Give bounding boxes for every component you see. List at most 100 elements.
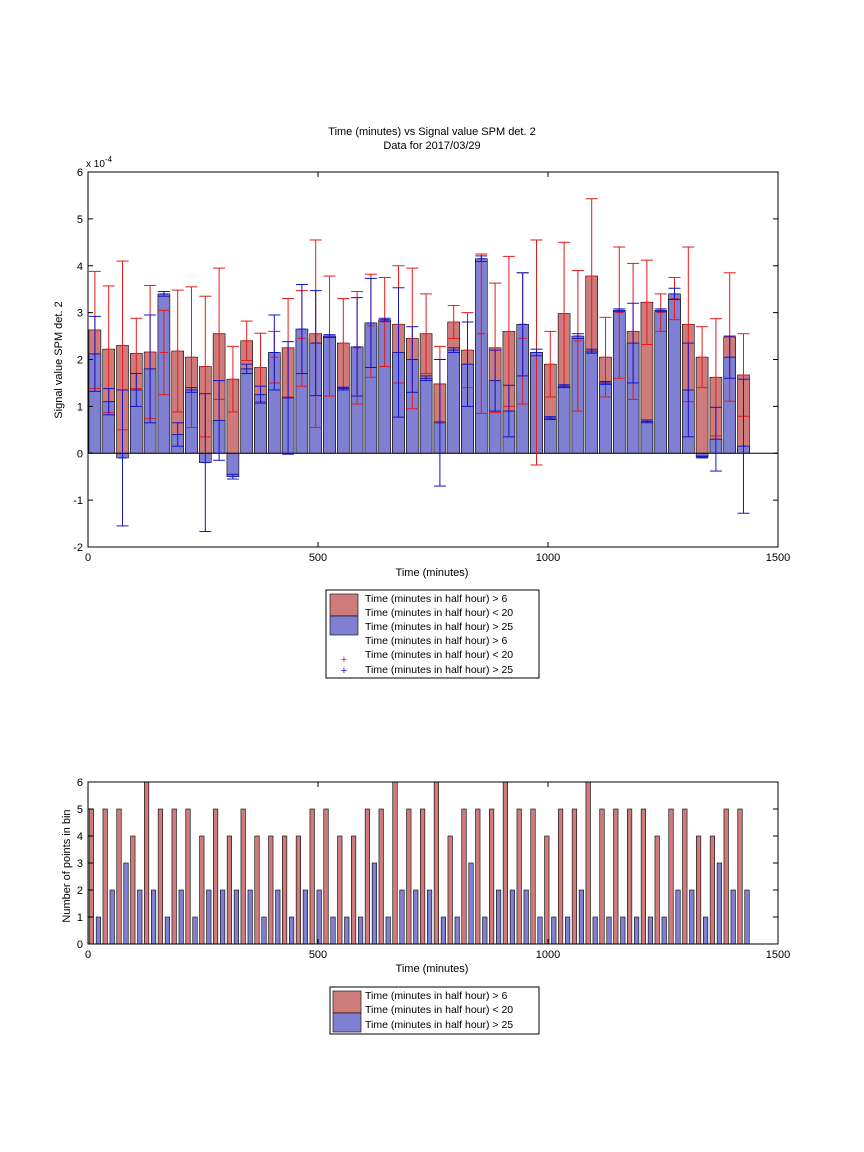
hist-bar-red xyxy=(682,808,688,945)
y-tick-label: 1 xyxy=(77,912,83,924)
y-tick-label: 3 xyxy=(77,858,83,870)
hist-bar-red xyxy=(613,808,619,945)
hist-bar-red xyxy=(309,808,315,945)
legend-marker-blue: + xyxy=(341,665,347,677)
hist-bar-red xyxy=(406,808,412,945)
y-tick-label: 5 xyxy=(77,214,83,226)
error-bar-blue xyxy=(351,297,364,397)
y-tick-label: 5 xyxy=(77,804,83,816)
error-bar-blue xyxy=(709,406,722,472)
bar-blue xyxy=(419,377,433,454)
hist-bar-red xyxy=(378,808,384,945)
hist-bar-red xyxy=(544,835,550,945)
x-tick-label: 1500 xyxy=(766,552,790,564)
hist-bar-blue xyxy=(427,889,433,945)
hist-bar-red xyxy=(364,808,370,945)
error-bar-red xyxy=(157,309,170,396)
hist-bar-blue xyxy=(730,889,736,945)
error-bar-red xyxy=(378,276,391,368)
error-bar-blue xyxy=(309,290,322,397)
y-axis-label-2: Number of points in bin xyxy=(61,809,73,922)
error-bar-blue xyxy=(640,419,653,424)
y-tick-label: 0 xyxy=(77,939,83,951)
hist-bar-blue xyxy=(95,916,101,945)
hist-bar-blue xyxy=(661,916,667,945)
error-bar-blue xyxy=(613,308,626,313)
error-bar-blue xyxy=(571,333,584,339)
hist-bar-blue xyxy=(261,916,267,945)
hist-bar-red xyxy=(516,808,522,945)
hist-bar-blue xyxy=(716,862,722,945)
hist-bar-red xyxy=(102,808,108,945)
hist-bar-red xyxy=(668,808,674,945)
x-axis-label-2: Time (minutes) xyxy=(396,963,469,975)
x-tick-label: 1000 xyxy=(536,552,560,564)
error-bar-red xyxy=(226,345,239,413)
x-tick-label: 1000 xyxy=(536,949,560,961)
hist-bar-blue xyxy=(302,889,308,945)
hist-bar-blue xyxy=(496,889,502,945)
error-bar-blue xyxy=(185,387,198,393)
hist-bar-blue xyxy=(454,916,460,945)
x-tick-label: 0 xyxy=(85,552,91,564)
hist-bar-red xyxy=(571,808,577,945)
hist-bar-blue xyxy=(440,916,446,945)
hist-bar-blue xyxy=(620,916,626,945)
error-bar-blue xyxy=(654,308,667,313)
error-bar-blue xyxy=(282,341,295,455)
chart-2-legend: Time (minutes in half hour) > 6 Time (min… xyxy=(329,986,540,1035)
hist-bar-red xyxy=(337,835,343,945)
hist-bar-red xyxy=(654,835,660,945)
error-bar-red xyxy=(640,259,653,345)
legend2-entry-2: Time (minutes in half hour) > 25 xyxy=(365,1019,513,1031)
error-bar-red xyxy=(185,286,198,428)
hist-bar-blue xyxy=(371,862,377,945)
hist-bar-red xyxy=(144,781,150,945)
y-tick-label: 4 xyxy=(77,261,83,273)
legend-entry-3: Time (minutes in half hour) > 6 Time (min… xyxy=(365,635,513,661)
legend-marker-red: + xyxy=(341,654,347,666)
x-axis-label: Time (minutes) xyxy=(396,567,469,579)
hist-bar-red xyxy=(502,781,508,945)
error-bar-red xyxy=(420,293,433,375)
error-bar-blue xyxy=(364,277,377,368)
hist-bar-blue xyxy=(647,916,653,945)
error-bar-blue xyxy=(130,373,143,407)
hist-bar-blue xyxy=(316,889,322,945)
legend2-swatch-red xyxy=(332,990,362,1014)
bar-blue xyxy=(337,388,350,454)
hist-bar-red xyxy=(351,835,357,945)
legend2-entry-1: Time (minutes in half hour) > 6 Time (min… xyxy=(365,990,513,1016)
error-bar-red xyxy=(696,326,709,389)
error-bar-red xyxy=(475,253,488,414)
error-bar-blue xyxy=(240,363,253,375)
bar-blue xyxy=(447,349,460,454)
chart-1-plot-area: 0 500 1000 1500 -2 -1 0 1 2 3 4 5 6 xyxy=(73,167,790,564)
hist-bar-red xyxy=(157,808,163,945)
hist-bar-red xyxy=(226,835,232,945)
hist-bar-blue xyxy=(247,889,253,945)
hist-bar-red xyxy=(530,808,536,945)
y-tick-label: 1 xyxy=(77,401,83,413)
error-bar-blue xyxy=(102,388,115,416)
hist-bar-blue xyxy=(675,889,681,945)
error-bar-blue xyxy=(737,378,750,514)
y-tick-label: 2 xyxy=(77,885,83,897)
legend-entry-2: Time (minutes in half hour) > 25 xyxy=(365,621,513,633)
legend-entry-1: Time (minutes in half hour) > 6 Time (min… xyxy=(365,593,513,619)
error-bar-blue xyxy=(723,335,736,379)
hist-bar-red xyxy=(627,808,633,945)
hist-bar-blue xyxy=(634,916,640,945)
y-tick-label: 3 xyxy=(77,308,83,320)
hist-bar-red xyxy=(254,835,260,945)
hist-bar-blue xyxy=(537,916,543,945)
hist-bar-blue xyxy=(123,862,129,945)
hist-bar-blue xyxy=(233,889,239,945)
hist-bar-red xyxy=(295,835,301,945)
hist-bar-red xyxy=(447,835,453,945)
hist-bar-red xyxy=(392,781,398,945)
legend-entry-4: Time (minutes in half hour) > 25 xyxy=(365,664,513,676)
legend2-swatch-blue xyxy=(332,1012,362,1033)
error-bar-blue xyxy=(406,326,419,393)
error-bar-blue xyxy=(268,314,281,391)
